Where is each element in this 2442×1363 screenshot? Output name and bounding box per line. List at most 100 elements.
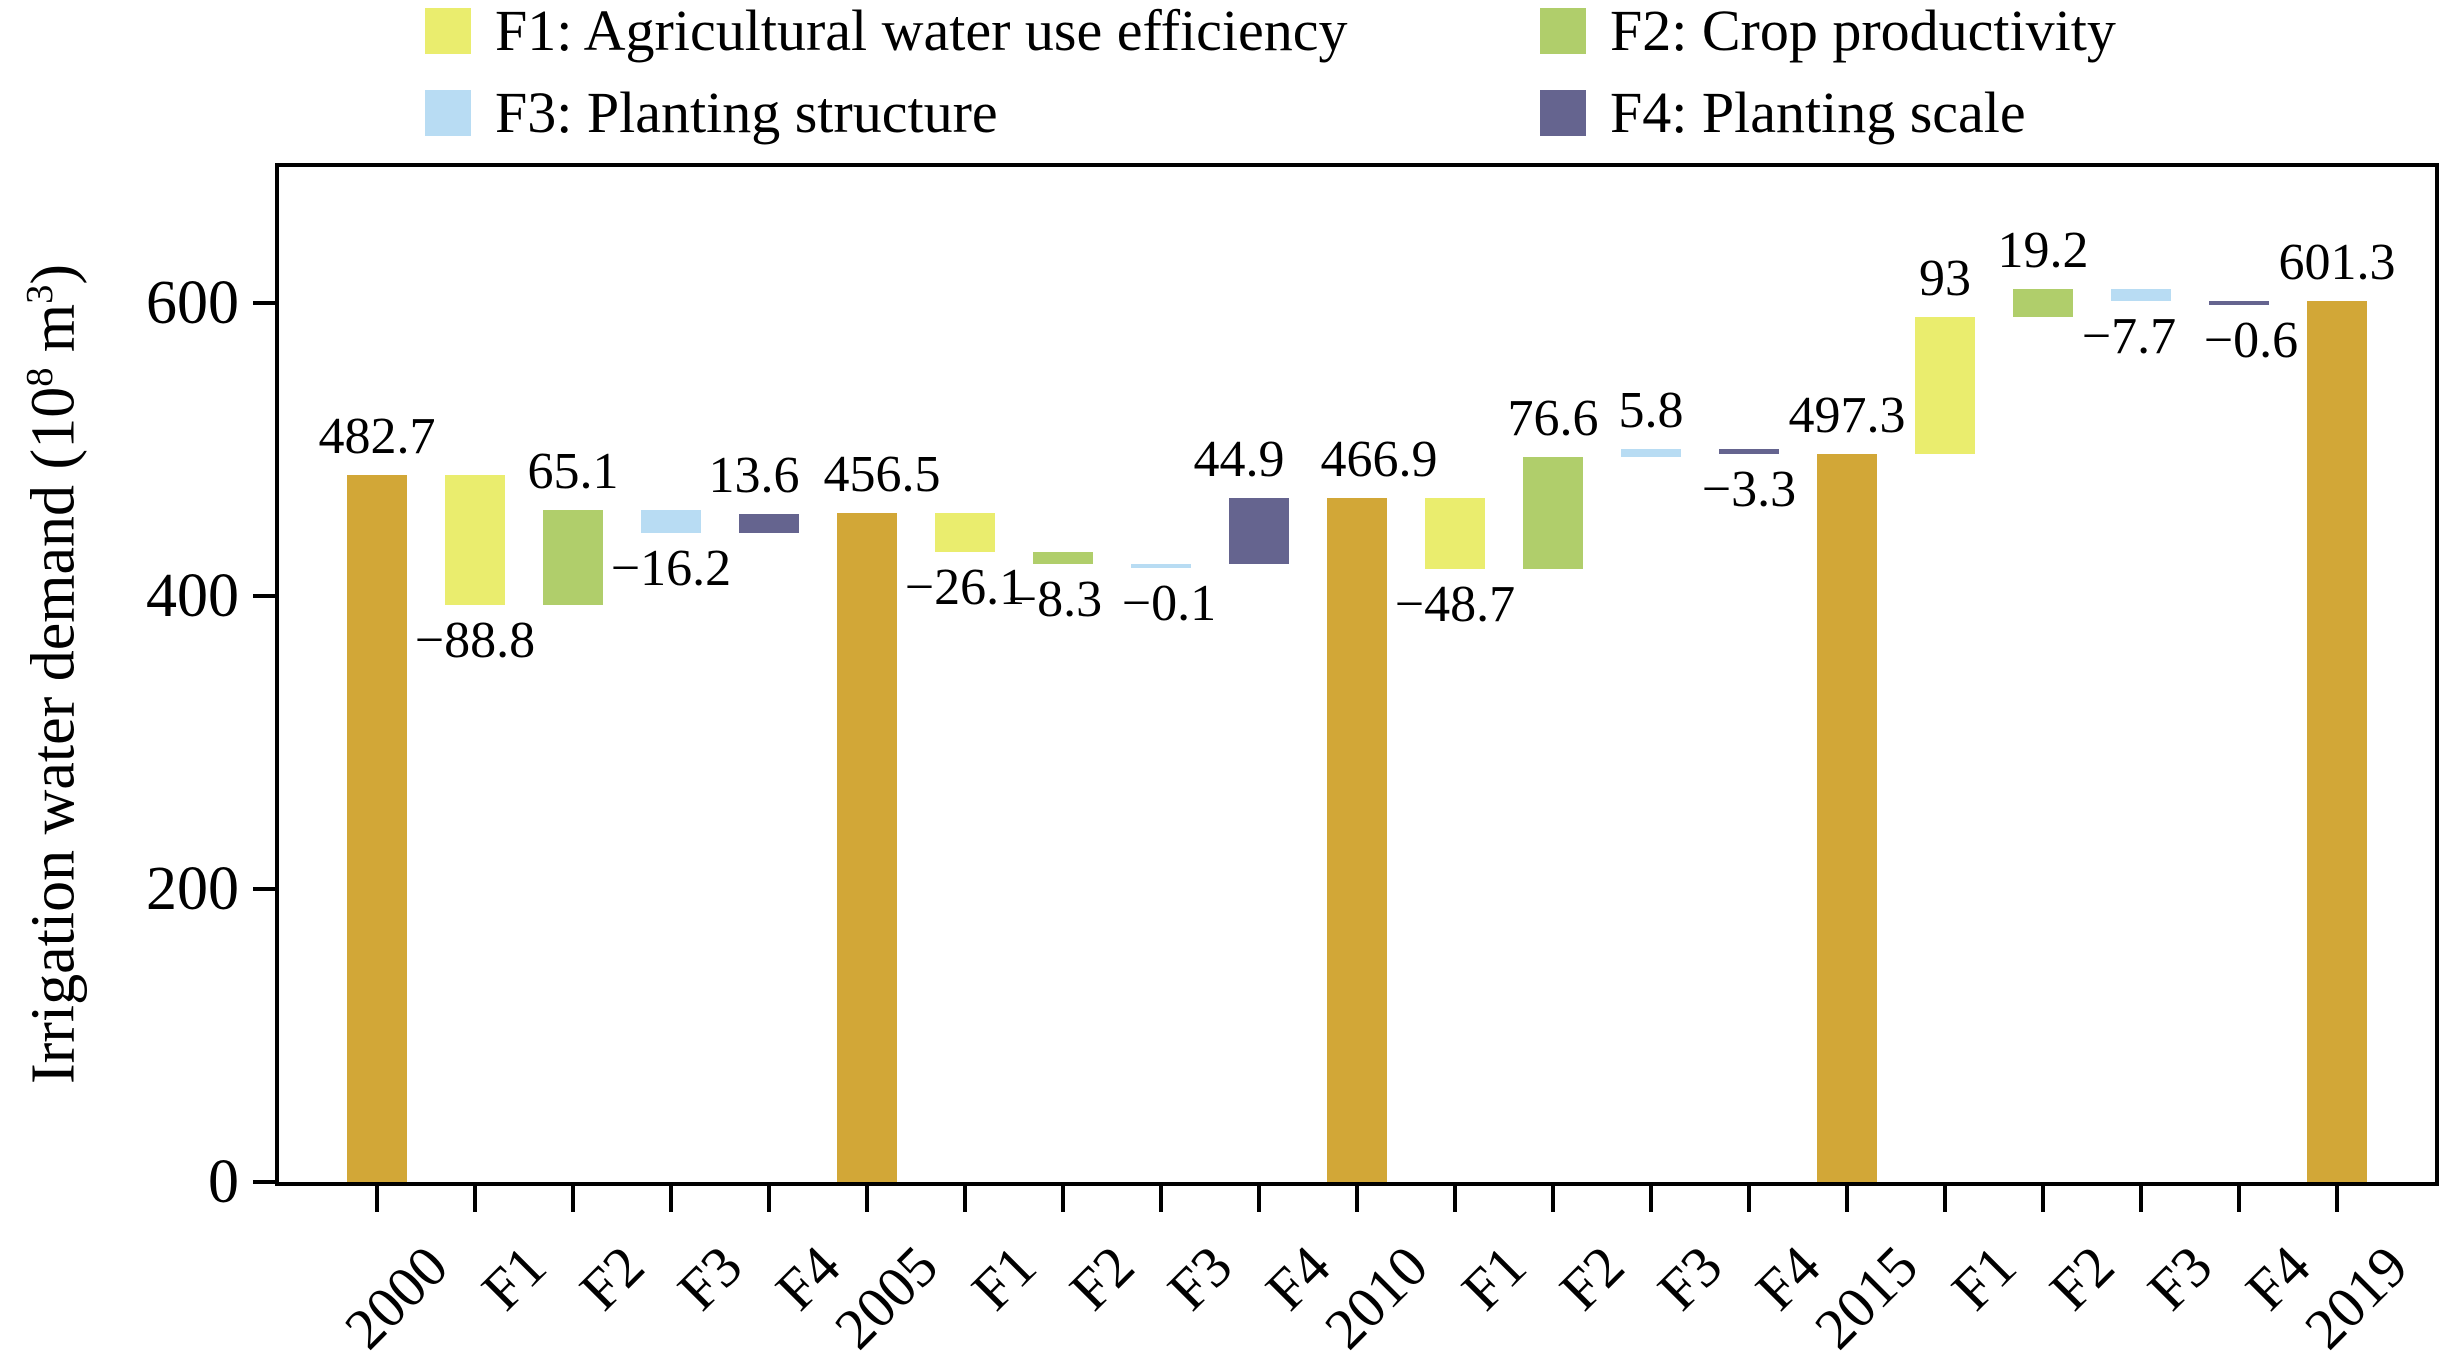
legend-swatch-f1 (425, 8, 471, 54)
bar-F1-16 (1915, 317, 1975, 454)
plot-area: 482.7 −88.8 65.1 −16.2 13.6 456.5 −26.1 −8.3 −0.… (275, 163, 2439, 1186)
x-axis-tick (1159, 1186, 1163, 1212)
bar-value-label: −0.1 (1121, 574, 1217, 632)
x-axis-tick (375, 1186, 379, 1212)
bar-F4-9 (1229, 498, 1289, 564)
y-axis-tick-label: 600 (146, 269, 239, 338)
x-axis-tick (865, 1186, 869, 1212)
x-axis-label: F1 (1448, 1233, 1539, 1323)
x-axis-label: F3 (1644, 1233, 1735, 1323)
bar-F4-19 (2209, 300, 2269, 305)
bar-F4-14 (1719, 448, 1779, 454)
y-axis: 0 200 400 600 (0, 167, 275, 1213)
x-axis-tick (571, 1186, 575, 1212)
bar-F4-4 (739, 513, 799, 534)
bar-2010-10 (1327, 498, 1387, 1182)
x-axis-tick (2041, 1186, 2045, 1212)
legend-swatch-f3 (425, 90, 471, 136)
y-axis-tick-label: 400 (146, 562, 239, 631)
x-axis: 2000 F1 F2 F3 F4 2005 F1 F2 F3 F4 2010 F1 F2 F3 F4 2015… (279, 1186, 2435, 1363)
bar-F2-2 (543, 509, 603, 606)
bar-2015-15 (1817, 453, 1877, 1182)
x-axis-tick (2139, 1186, 2143, 1212)
bar-F2-12 (1523, 457, 1583, 570)
bar-value-label: −3.3 (1701, 460, 1797, 518)
legend-item-f3: F3: Planting structure (425, 84, 998, 142)
x-axis-tick (473, 1186, 477, 1212)
bar-F1-1 (445, 475, 505, 606)
legend-label-f1: F1: Agricultural water use efficiency (495, 0, 1348, 63)
bar-value-label: −7.7 (2081, 307, 2177, 365)
bar-value-label: 93 (1919, 250, 1971, 308)
x-axis-tick (963, 1186, 967, 1212)
bar-value-label: 76.6 (1507, 390, 1599, 448)
x-axis-label: 2000 (332, 1233, 461, 1362)
y-axis-tick (253, 301, 275, 306)
x-axis-tick (1551, 1186, 1555, 1212)
x-axis-label: F3 (664, 1233, 755, 1323)
x-axis-label: F2 (1546, 1233, 1637, 1323)
x-axis-label: 2019 (2292, 1233, 2421, 1362)
bar-value-label: 456.5 (823, 446, 941, 504)
bar-value-label: 601.3 (2278, 234, 2396, 292)
bar-value-label: 5.8 (1618, 381, 1684, 439)
legend-swatch-f4 (1540, 90, 1586, 136)
legend-label-f3: F3: Planting structure (495, 80, 998, 145)
x-axis-tick (1257, 1186, 1261, 1212)
bar-F2-17 (2013, 289, 2073, 318)
bar-2019-20 (2307, 301, 2367, 1182)
bar-F1-6 (935, 513, 995, 552)
x-axis-label: 2015 (1802, 1233, 1931, 1362)
x-axis-tick (1943, 1186, 1947, 1212)
bar-value-label: −26.1 (904, 558, 1026, 616)
bar-value-label: 466.9 (1320, 431, 1438, 489)
x-axis-tick (1061, 1186, 1065, 1212)
bar-value-label: −16.2 (610, 540, 732, 598)
x-axis-label: 2010 (1312, 1233, 1441, 1362)
x-axis-label: F1 (1938, 1233, 2029, 1323)
legend-item-f4: F4: Planting scale (1540, 84, 2026, 142)
bar-value-label: −8.3 (1007, 570, 1103, 628)
legend-item-f2: F2: Crop productivity (1540, 2, 2116, 60)
x-axis-label: F3 (2134, 1233, 2225, 1323)
x-axis-label: F3 (1154, 1233, 1245, 1323)
x-axis-tick (2237, 1186, 2241, 1212)
x-axis-tick (1747, 1186, 1751, 1212)
x-axis-label: 2005 (822, 1233, 951, 1362)
legend-label-f4: F4: Planting scale (1610, 80, 2026, 145)
x-axis-tick (1355, 1186, 1359, 1212)
y-axis-tick-label: 0 (208, 1148, 239, 1216)
x-axis-label: F2 (2036, 1233, 2127, 1323)
bar-2005-5 (837, 513, 897, 1182)
bar-F3-13 (1621, 448, 1681, 458)
y-axis-tick (253, 594, 275, 599)
x-axis-tick (1649, 1186, 1653, 1212)
bar-value-label: −48.7 (1394, 576, 1516, 634)
bar-value-label: 482.7 (318, 408, 436, 465)
bar-value-label: 44.9 (1193, 431, 1285, 489)
bar-value-label: 497.3 (1788, 386, 1906, 444)
bars-layer: 482.7 −88.8 65.1 −16.2 13.6 456.5 −26.1 −8.3 −0.… (279, 167, 2435, 1182)
x-axis-label: F1 (468, 1233, 559, 1323)
bar-value-label: 65.1 (527, 442, 619, 500)
bar-F2-7 (1033, 551, 1093, 564)
x-axis-tick (1453, 1186, 1457, 1212)
y-axis-tick-label: 200 (146, 855, 239, 924)
bar-2000-0 (347, 475, 407, 1182)
bar-F3-3 (641, 509, 701, 534)
x-axis-label: F1 (958, 1233, 1049, 1323)
bar-F3-8 (1131, 563, 1191, 568)
bar-F3-18 (2111, 289, 2171, 301)
x-axis-tick (767, 1186, 771, 1212)
legend-swatch-f2 (1540, 8, 1586, 54)
x-axis-label: F2 (1056, 1233, 1147, 1323)
y-axis-tick (253, 887, 275, 892)
x-axis-tick (2335, 1186, 2339, 1212)
bar-F1-11 (1425, 498, 1485, 570)
x-axis-tick (669, 1186, 673, 1212)
x-axis-label: F2 (566, 1233, 657, 1323)
legend-item-f1: F1: Agricultural water use efficiency (425, 2, 1348, 60)
y-axis-tick (253, 1180, 275, 1184)
legend-label-f2: F2: Crop productivity (1610, 0, 2116, 63)
